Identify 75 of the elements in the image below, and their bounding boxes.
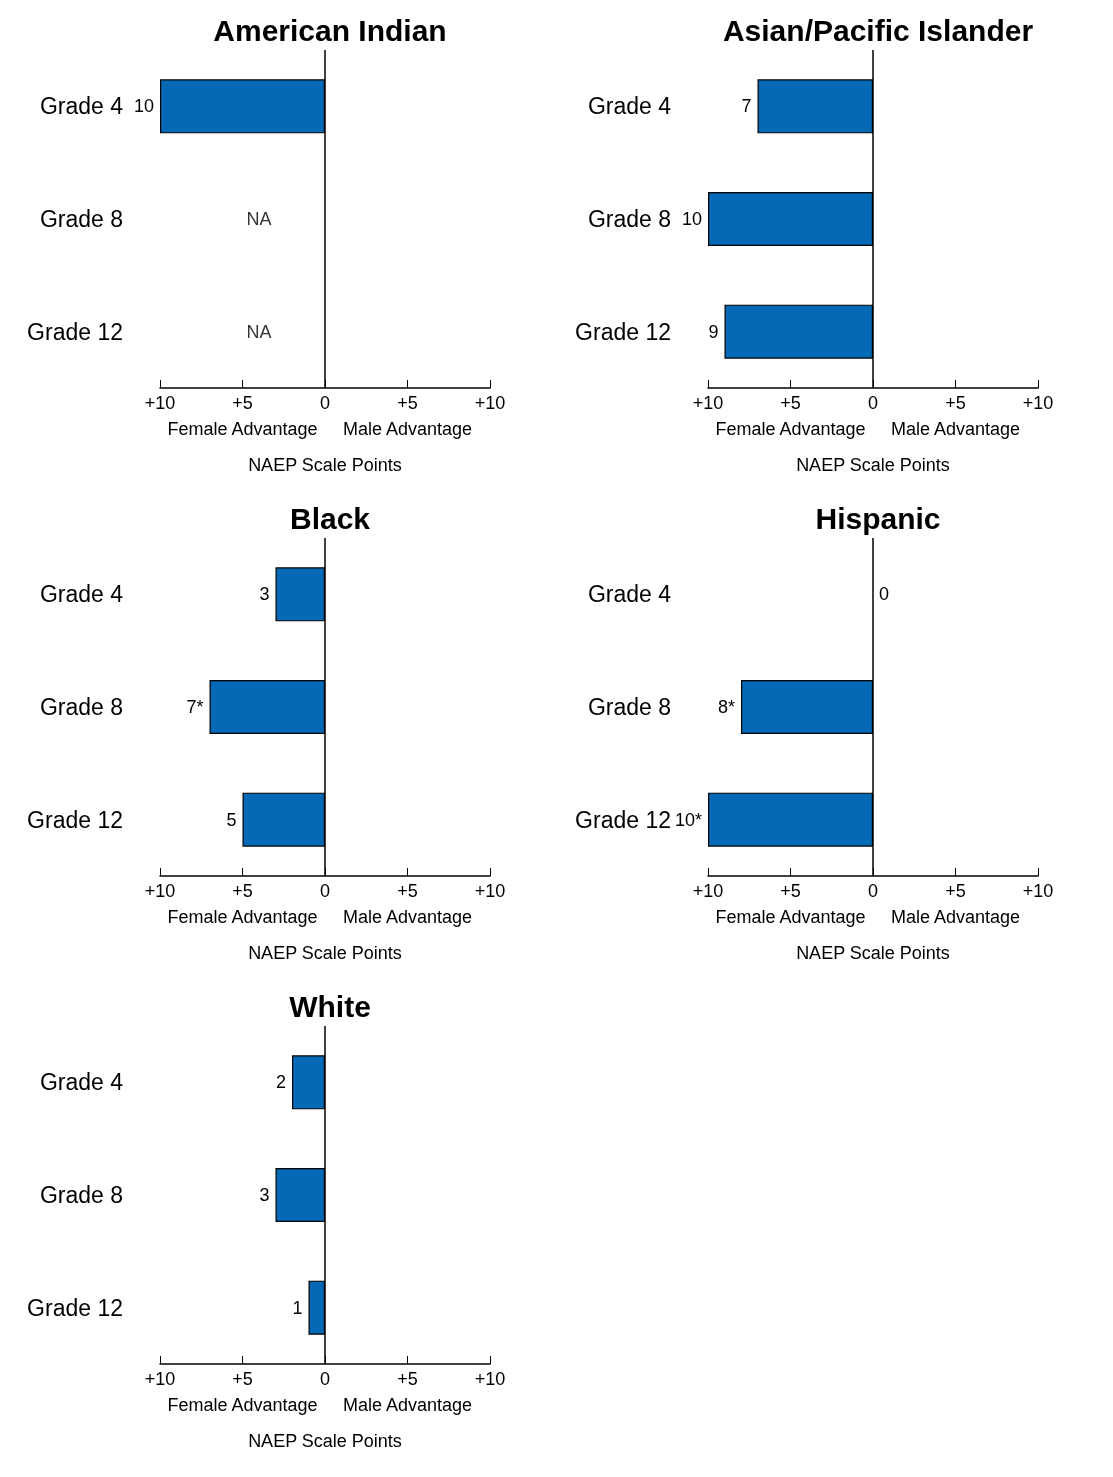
text: Male Advantage: [890, 419, 1021, 439]
chart-title: Hispanic: [815, 501, 941, 535]
chart-title: Asian/Pacific Islander: [722, 13, 1034, 47]
x-tick-label: 0: [867, 881, 879, 901]
data-label: 0: [879, 584, 890, 605]
data-label: 3: [259, 1185, 270, 1205]
data-label: 2: [275, 1072, 286, 1093]
x-tick-label: +5: [945, 393, 966, 413]
x-tick-label: +10: [144, 1369, 176, 1389]
x-tick-label: +5: [945, 881, 966, 901]
x-axis-title: NAEP Scale Points: [248, 455, 402, 475]
x-tick-label: +10: [474, 1369, 506, 1389]
data-label: 10*: [674, 809, 702, 830]
text: Female Advantage: [167, 1395, 318, 1415]
y-tick-label: Grade 12: [27, 318, 123, 345]
data-label: 5: [226, 809, 237, 830]
data-label: 10: [681, 209, 702, 229]
x-axis-title: NAEP Scale Points: [796, 943, 950, 963]
data-label: 8*: [717, 697, 735, 717]
y-tick-label: Grade 12: [575, 806, 671, 833]
text: Male Advantage: [342, 1395, 473, 1415]
text: Female Advantage: [715, 419, 866, 439]
chart-title: White: [289, 989, 371, 1023]
x-tick-label: 0: [319, 1369, 331, 1389]
chart-title: Black: [289, 501, 371, 535]
data-label: 7*: [186, 697, 204, 717]
y-tick-label: Grade 8: [587, 694, 671, 720]
text: Female Advantage: [715, 907, 866, 927]
x-tick-label: +10: [474, 393, 506, 413]
y-tick-label: Grade 12: [27, 1294, 123, 1321]
data-label: 7: [741, 96, 752, 117]
x-tick-label: 0: [319, 881, 331, 901]
text: NA: [246, 209, 272, 229]
y-tick-label: Grade 4: [587, 581, 672, 608]
x-axis-title: NAEP Scale Points: [248, 1431, 402, 1451]
y-tick-label: Grade 4: [39, 1069, 124, 1096]
text: Male Advantage: [342, 419, 473, 439]
x-tick-label: +5: [397, 881, 418, 901]
x-tick-label: +5: [780, 393, 801, 413]
text: Male Advantage: [342, 907, 473, 927]
y-tick-label: Grade 8: [587, 206, 671, 232]
x-tick-label: +10: [144, 881, 176, 901]
text: Male Advantage: [890, 907, 1021, 927]
y-tick-label: Grade 8: [39, 206, 123, 232]
x-tick-label: 0: [867, 393, 879, 413]
y-tick-label: Grade 8: [39, 694, 123, 720]
x-tick-label: +5: [780, 881, 801, 901]
y-tick-label: Grade 8: [39, 1182, 123, 1208]
x-axis-title: NAEP Scale Points: [248, 943, 402, 963]
chart-title: American Indian: [213, 13, 447, 47]
text: Female Advantage: [167, 419, 318, 439]
data-label: 3: [259, 584, 270, 605]
data-label: 9: [708, 321, 719, 342]
data-label: 10: [133, 96, 154, 117]
x-tick-label: +5: [232, 1369, 253, 1389]
y-tick-label: Grade 4: [39, 93, 124, 120]
x-tick-label: +5: [232, 881, 253, 901]
text: NA: [246, 321, 272, 342]
text: Female Advantage: [167, 907, 318, 927]
x-tick-label: +5: [397, 393, 418, 413]
y-tick-label: Grade 4: [587, 93, 672, 120]
x-tick-label: +5: [232, 393, 253, 413]
y-tick-label: Grade 12: [27, 806, 123, 833]
x-tick-label: +5: [397, 1369, 418, 1389]
x-tick-label: 0: [319, 393, 331, 413]
x-tick-label: +10: [1022, 881, 1054, 901]
y-tick-label: Grade 4: [39, 581, 124, 608]
x-tick-label: +10: [692, 881, 724, 901]
x-tick-label: +10: [692, 393, 724, 413]
x-tick-label: +10: [144, 393, 176, 413]
x-tick-label: +10: [474, 881, 506, 901]
x-tick-label: +10: [1022, 393, 1054, 413]
y-tick-label: Grade 12: [575, 318, 671, 345]
data-label: 1: [292, 1297, 303, 1318]
x-axis-title: NAEP Scale Points: [796, 455, 950, 475]
